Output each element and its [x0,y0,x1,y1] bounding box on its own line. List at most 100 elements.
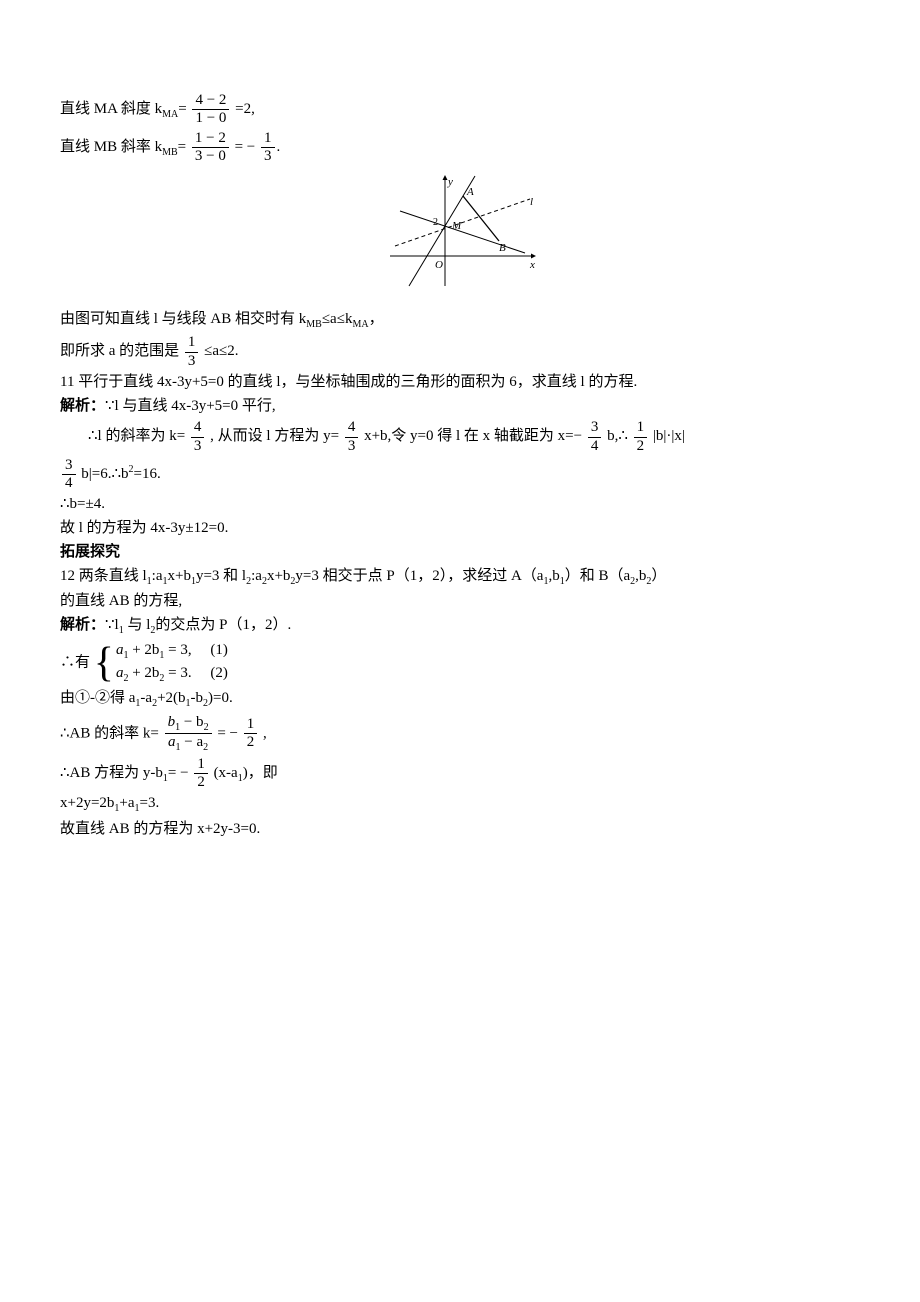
text: a [168,734,176,750]
text: 即所求 a 的范围是 [60,343,179,359]
system-row-2: a2 + 2b2 = 3. (2) [116,663,228,686]
text: ） [651,568,666,584]
text: b [168,714,176,730]
text: +2(b [157,690,185,706]
text: y=3 相交于点 P（1，2），求经过 A（a [295,568,543,584]
line-mb-slope: 直线 MB 斜率 kMB= 1 − 2 3 − 0 = − 1 3 . [60,130,860,166]
text: )=0. [208,690,233,706]
text: ∵l 与直线 4x-3y+5=0 平行, [105,398,276,414]
numerator: 1 [261,130,275,148]
denominator: 4 [588,438,602,455]
text: b|=6.∴b [81,466,128,482]
text: 由图可知直线 l 与线段 AB 相交时有 k [60,311,306,327]
section-heading: 拓展探究 [60,542,860,564]
text: ,b [635,568,646,584]
text: + 2b [128,642,159,658]
numerator: 3 [588,419,602,437]
text-line: ∴AB 的斜率 k= b1 − b2 a1 − a2 = − 12 , [60,714,860,754]
eq-tag: (2) [210,665,228,681]
text: 与 l [124,617,151,633]
y-axis-label: y [447,176,453,188]
sub: MA [352,319,368,330]
text-line: ∴AB 方程为 y-b1= − 12 (x-a1)，即 [60,756,860,792]
text-line: 由①-②得 a1-a2+2(b1-b2)=0. [60,688,860,712]
text-line: 即所求 a 的范围是 1 3 ≤a≤2. [60,334,860,370]
text-line: 34 b|=6.∴b2=16. [60,457,860,493]
numerator: 3 [62,457,76,475]
point-a-label: A [466,186,474,198]
denominator: 1 − 0 [192,110,229,127]
text: = − [217,725,238,741]
fraction: 12 [194,756,208,792]
text: +a [119,795,134,811]
sub: 2 [204,722,209,733]
sub: MB [306,319,322,330]
text: = − [235,139,256,155]
text-line: 由图可知直线 l 与线段 AB 相交时有 kMB≤a≤kMA， [60,309,860,333]
text: x+b [168,568,191,584]
denominator: 4 [62,475,76,492]
denominator: 3 [345,438,359,455]
text: 直线 MA 斜度 k [60,101,162,117]
denominator: a1 − a2 [165,734,212,754]
point-b-label: B [499,242,506,254]
denominator: 2 [244,734,258,751]
text: ∴AB 方程为 y-b [60,765,163,781]
text: = − [168,765,189,781]
text: = [178,139,186,155]
text: ， [369,311,384,327]
numerator: 1 [185,334,199,352]
solution-label: 解析： [60,398,105,414]
text: y=3 和 l [196,568,246,584]
text-line: ∴b=±4. [60,494,860,516]
fraction: 1 3 [185,334,199,370]
left-brace-icon: { [94,642,114,684]
x-axis-label: x [529,259,535,271]
fraction: 4 − 2 1 − 0 [192,92,229,128]
text: ∴l 的斜率为 k= [88,428,185,444]
numerator: 1 − 2 [192,130,229,148]
text: − b [180,714,203,730]
fraction: 43 [191,419,205,455]
denominator: 3 − 0 [192,148,229,165]
text: =16. [134,466,161,482]
tick-2-label: 2 [433,217,438,228]
text: )，即 [243,765,278,781]
text: ≤a≤k [322,311,353,327]
text: x+b [267,568,290,584]
fraction: 1 3 [261,130,275,166]
denominator: 2 [194,774,208,791]
geometry-diagram: y x O 2 M A B l [60,171,860,299]
text: 由①-②得 a [60,690,135,706]
text: 的交点为 P（1，2）. [155,617,291,633]
text: :a [152,568,163,584]
text-line: 的直线 AB 的方程, [60,591,860,613]
text: = [178,101,186,117]
text: + 2b [128,665,159,681]
numerator: 1 [634,419,648,437]
brace-block: { a1 + 2b1 = 3, (1) a2 + 2b2 = 3. (2) [94,640,228,686]
text-line: 故 l 的方程为 4x-3y±12=0. [60,518,860,540]
text: ,b [548,568,559,584]
text-line: 故直线 AB 的方程为 x+2y-3=0. [60,819,860,841]
fraction: 34 [588,419,602,455]
fraction: 34 [62,457,76,493]
text: 直线 MB 斜率 k [60,139,162,155]
numerator: b1 − b2 [165,714,212,735]
fraction: 12 [244,716,258,752]
text: b,∴ [607,428,628,444]
numerator: 4 − 2 [192,92,229,110]
text: − a [181,734,204,750]
fraction: b1 − b2 a1 − a2 [165,714,212,754]
denominator: 3 [185,353,199,370]
fraction: 1 − 2 3 − 0 [192,130,229,166]
numerator: 1 [194,756,208,774]
text: = 3. [164,665,191,681]
text: x+2y=2b [60,795,114,811]
numerator: 1 [244,716,258,734]
text: =2, [235,101,255,117]
text: -b [191,690,204,706]
text-line: x+2y=2b1+a1=3. [60,793,860,817]
solution-line: 解析：∵l1 与 l2的交点为 P（1，2）. [60,615,860,639]
text: |b|·|x| [653,428,685,444]
